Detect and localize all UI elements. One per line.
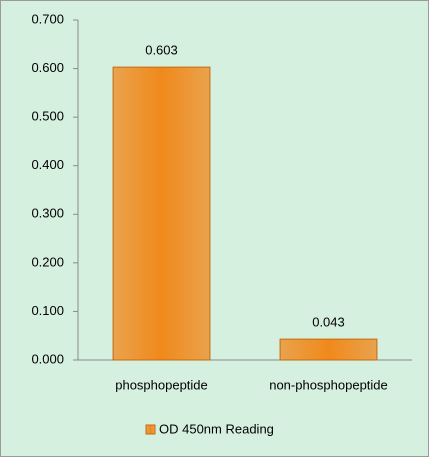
- y-tick-label: 0.400: [31, 157, 64, 172]
- legend-swatch: [145, 424, 156, 435]
- data-label: 0.043: [312, 315, 345, 330]
- bar: [279, 338, 378, 361]
- y-tick-label: 0.100: [31, 303, 64, 318]
- data-label: 0.603: [145, 43, 178, 58]
- x-tick-label: phosphopeptide: [115, 377, 208, 392]
- x-tick-label: non-phosphopeptide: [269, 377, 388, 392]
- legend-label: OD 450nm Reading: [159, 421, 274, 436]
- y-tick-label: 0.000: [31, 351, 64, 366]
- y-tick-label: 0.700: [31, 11, 64, 26]
- y-tick-label: 0.500: [31, 109, 64, 124]
- y-tick-label: 0.200: [31, 254, 64, 269]
- y-tick-label: 0.600: [31, 60, 64, 75]
- bar: [112, 66, 211, 361]
- y-tick-label: 0.300: [31, 206, 64, 221]
